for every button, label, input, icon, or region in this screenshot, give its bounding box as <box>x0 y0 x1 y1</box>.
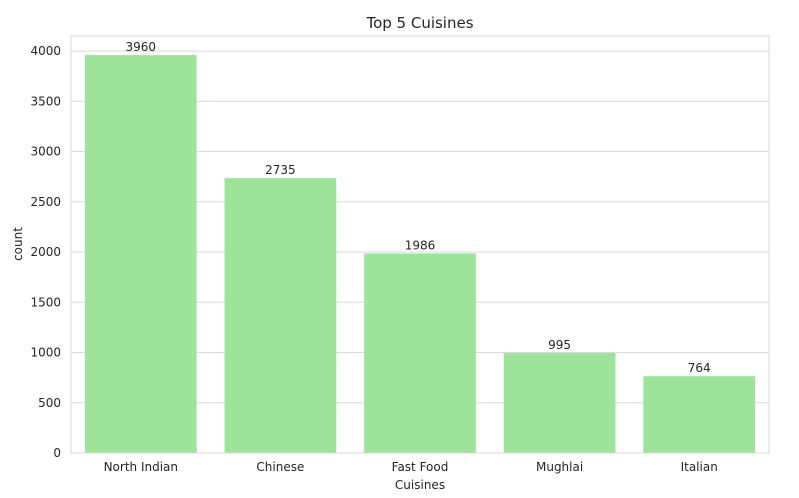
y-tick-label: 2000 <box>30 245 61 259</box>
bar-value-label: 995 <box>548 338 571 352</box>
plot-frame <box>70 35 770 454</box>
y-tick-label: 500 <box>38 396 61 410</box>
y-tick-label: 0 <box>53 446 61 460</box>
bar-value-label: 3960 <box>126 40 157 54</box>
y-tick-label: 1000 <box>30 346 61 360</box>
bar-value-label: 764 <box>688 361 711 375</box>
bars-layer <box>84 55 756 454</box>
y-tick-label: 1500 <box>30 295 61 309</box>
labels-layer: 3960 2735 1986 995 764 <box>126 40 711 375</box>
x-tick-label: Italian <box>681 460 718 474</box>
x-tick-label: Mughlai <box>536 460 583 474</box>
y-tick-label: 2500 <box>30 195 61 209</box>
bar <box>84 55 197 454</box>
x-axis-label: Cuisines <box>395 478 445 492</box>
y-tick-label: 3000 <box>30 145 61 159</box>
bar <box>643 376 756 453</box>
bar <box>224 178 337 453</box>
y-tick-label: 4000 <box>30 44 61 58</box>
ticks-layer: 0 500 1000 1500 2000 2500 3000 3500 4000 North In… <box>30 44 717 474</box>
bar <box>364 253 476 453</box>
x-tick-label: North Indian <box>104 460 178 474</box>
chart-title: Top 5 Cuisines <box>365 14 473 32</box>
x-tick-label: Fast Food <box>392 460 449 474</box>
bar-value-label: 2735 <box>265 163 296 177</box>
y-axis-label: count <box>11 227 25 261</box>
x-tick-label: Chinese <box>256 460 304 474</box>
bar-value-label: 1986 <box>405 238 436 252</box>
y-tick-label: 3500 <box>30 94 61 108</box>
bar <box>503 353 616 453</box>
